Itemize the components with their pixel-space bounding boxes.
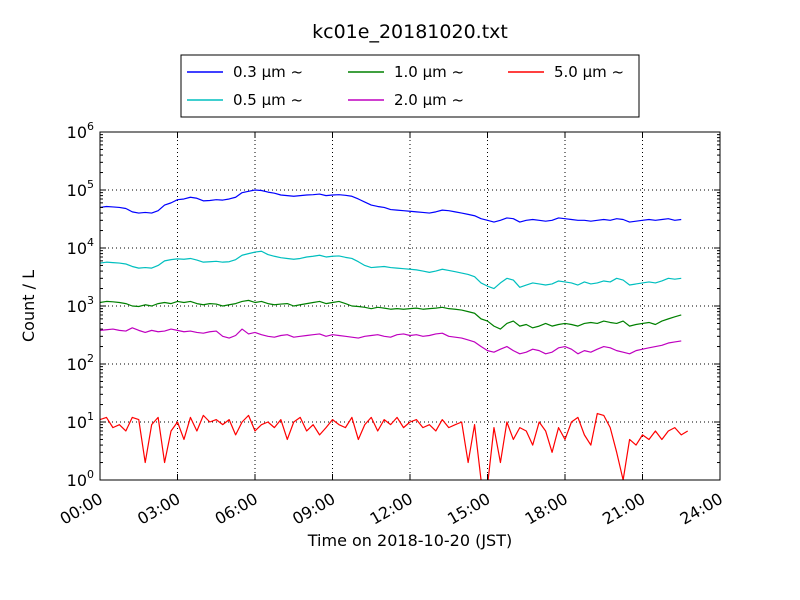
x-axis-label: Time on 2018-10-20 (JST)	[307, 531, 512, 550]
y-tick-label: 103	[67, 294, 94, 316]
y-tick-label: 102	[67, 352, 94, 374]
y-tick-label: 104	[67, 236, 94, 258]
legend-box	[180, 54, 640, 118]
legend-label: 5.0 μm ~	[554, 63, 624, 81]
legend-label: 0.5 μm ~	[233, 91, 303, 109]
y-tick-label: 100	[67, 468, 94, 490]
series-line-3	[100, 327, 682, 355]
legend-label: 0.3 μm ~	[233, 63, 303, 81]
legend-label: 2.0 μm ~	[394, 91, 464, 109]
series-line-4	[100, 412, 689, 480]
chart-title: kc01e_20181020.txt	[312, 21, 508, 43]
series-lines	[100, 189, 689, 480]
legend: 0.3 μm ~ 0.5 μm ~ 1.0 μm ~ 2.0 μm ~ 5.0 μm ~	[180, 54, 640, 118]
grid	[100, 132, 720, 480]
y-tick-label: 101	[67, 410, 94, 432]
y-tick-label: 106	[67, 120, 94, 142]
legend-label: 1.0 μm ~	[394, 63, 464, 81]
series-line-1	[100, 250, 682, 290]
y-tick-label: 105	[67, 178, 94, 200]
series-line-0	[100, 189, 682, 223]
series-line-2	[100, 299, 682, 330]
y-axis-label: Count / L	[19, 270, 38, 342]
